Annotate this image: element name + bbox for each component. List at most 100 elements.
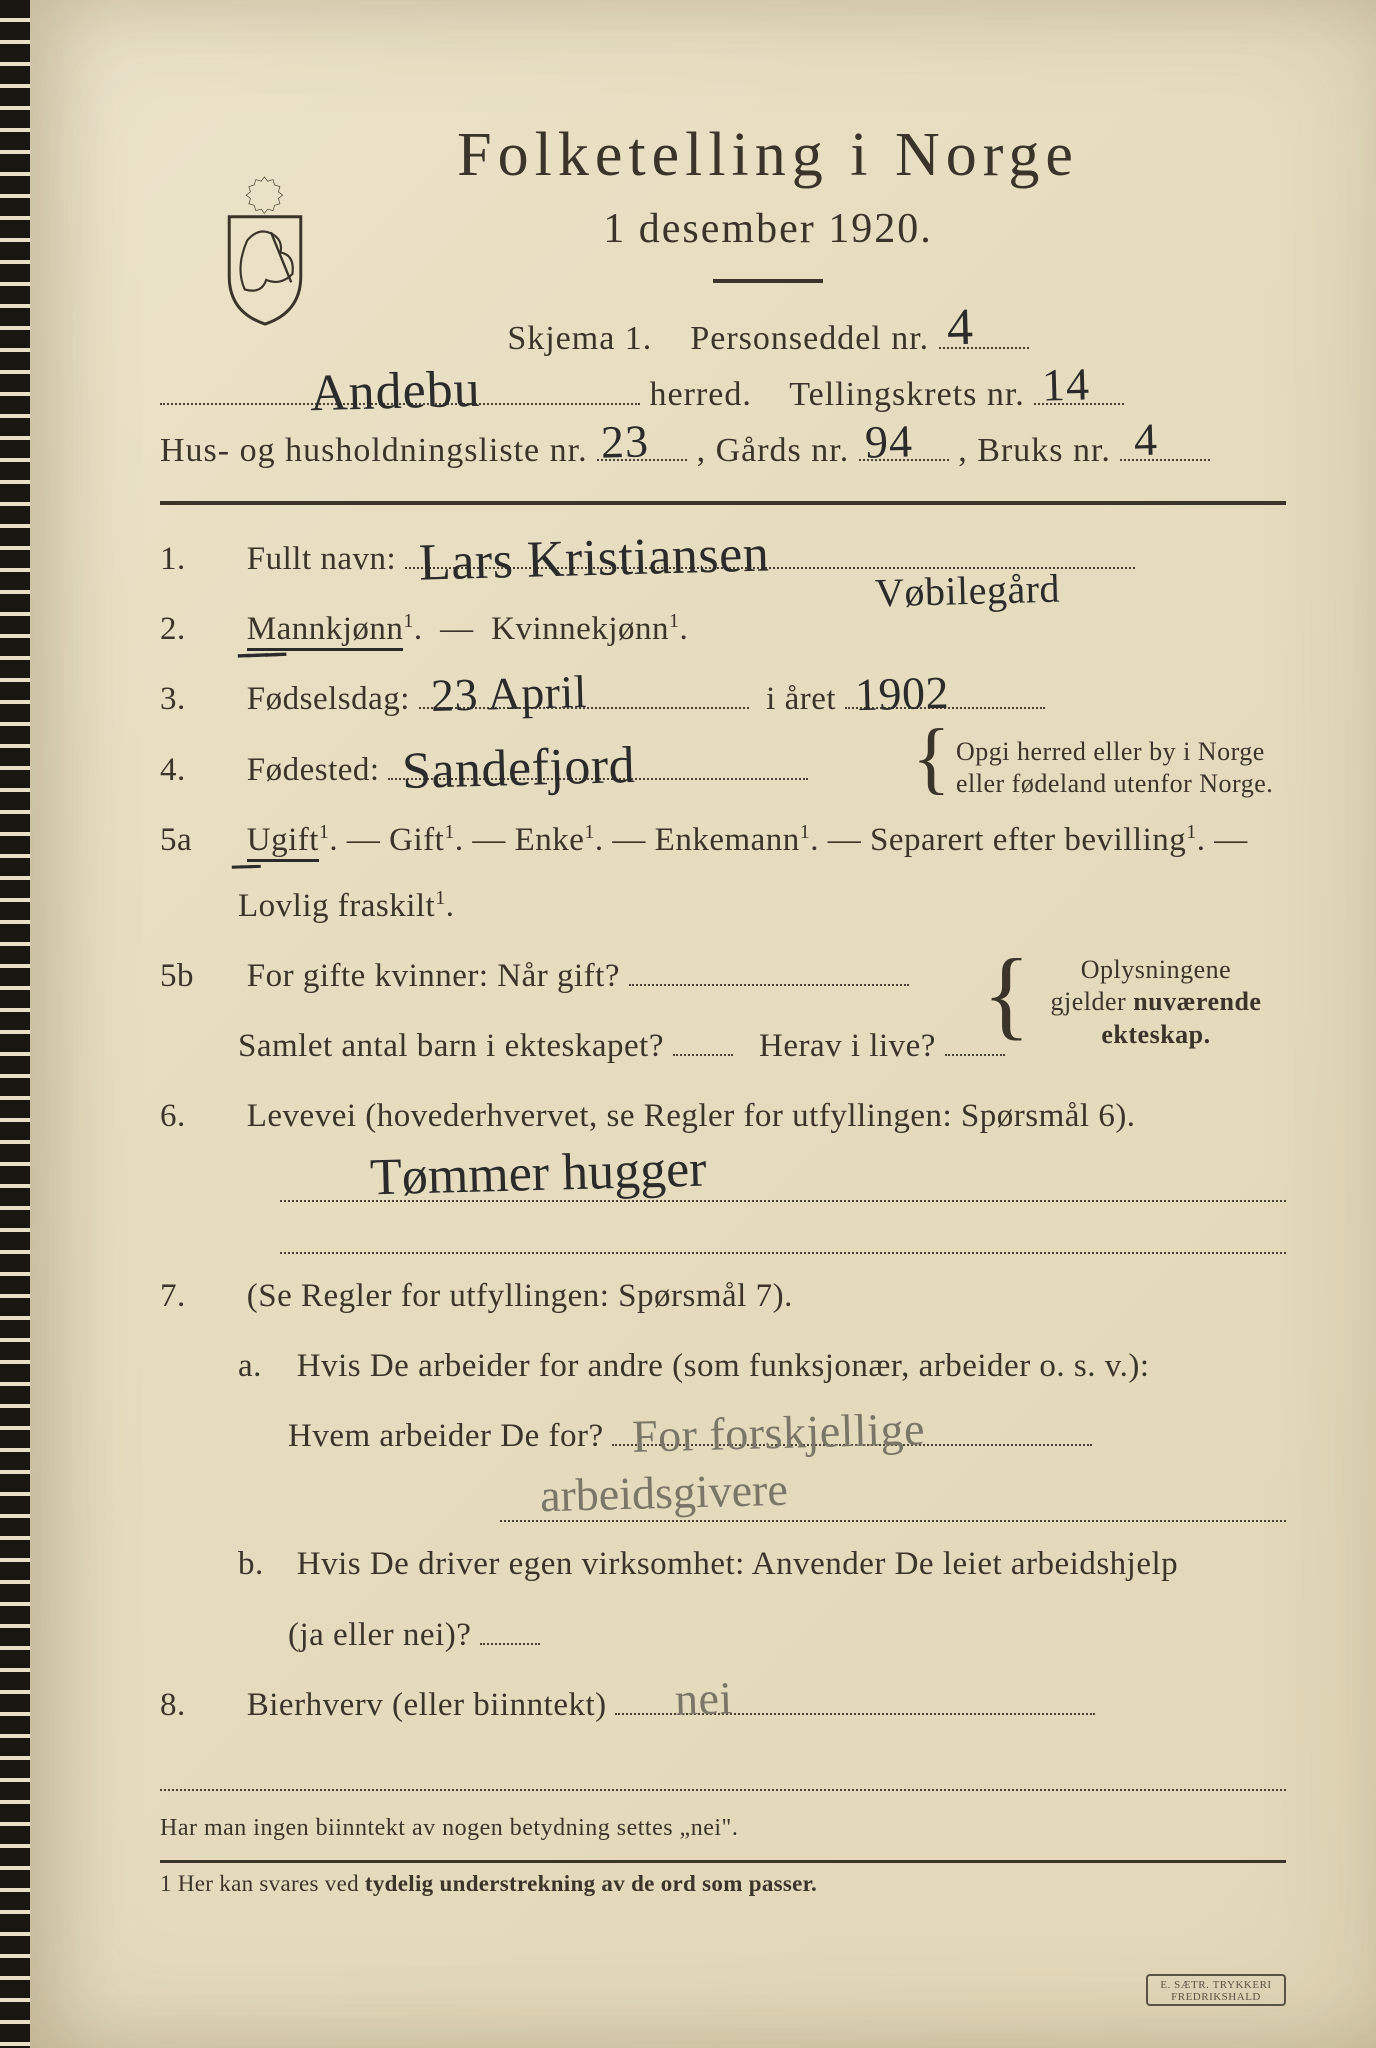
q3-line: 3. Fødselsdag: 23 April i året 1902	[160, 671, 1286, 727]
q2-line: 2. Mannkjønn1. — Kvinnekjønn1. ━━━━━	[160, 601, 1286, 657]
gaards-nr: 94	[864, 403, 914, 480]
foot-rule	[160, 1860, 1286, 1863]
q3-year-label: i året	[766, 681, 836, 717]
q6-label: Levevei (hovederhvervet, se Regler for u…	[247, 1098, 1136, 1134]
q5b-line2: Samlet antal barn i ekteskapet? Herav i …	[238, 1018, 1286, 1074]
bruks-nr: 4	[1133, 401, 1159, 477]
q4-note: Opgi herred eller by i Norge eller fødel…	[956, 736, 1276, 801]
q2-num: 2.	[160, 601, 238, 657]
form-header: Folketelling i Norge 1 desember 1920.	[250, 120, 1286, 283]
printer-stamp: E. SÆTR. TRYKKERIFREDRIKSHALD	[1146, 1974, 1286, 2006]
q5b-note1: Oplysningene	[1081, 955, 1231, 984]
tellingskrets-field: 14	[1034, 369, 1124, 405]
bruks-label: , Bruks nr.	[958, 432, 1111, 469]
title-subtitle: 1 desember 1920.	[250, 205, 1286, 253]
q5b-brace-icon: {	[983, 964, 1032, 1024]
hus-nr-field: 23	[597, 426, 687, 462]
q6-num: 6.	[160, 1088, 238, 1144]
q7b-l2: (ja eller nei)?	[288, 1617, 471, 1653]
census-form-page: Folketelling i Norge 1 desember 1920. Sk…	[30, 0, 1376, 2048]
divider-1	[160, 501, 1286, 505]
herred-label: herred.	[650, 376, 752, 413]
q1-num: 1.	[160, 531, 238, 587]
skjema-label: Skjema 1.	[507, 320, 652, 357]
q5b-note2: gjelder nuværende	[1051, 987, 1262, 1016]
q5b-l2b: Herav i live?	[759, 1028, 936, 1064]
q7a-letter: a.	[238, 1338, 288, 1394]
q1-value: Lars Kristiansen	[418, 510, 770, 608]
q5b-l1: For gifte kvinner: Når gift?	[247, 958, 620, 994]
foot2-bold: tydelig understrekning av de ord som pas…	[365, 1871, 817, 1896]
hus-nr: 23	[600, 403, 650, 480]
q3-day: 23 April	[430, 653, 588, 735]
q8-label: Bierhverv (eller biinntekt)	[247, 1687, 607, 1723]
q4-brace-icon: {	[912, 734, 951, 782]
gaards-nr-field: 94	[859, 426, 949, 462]
q5a-line2: Lovlig fraskilt1.	[238, 878, 1286, 934]
q8-num: 8.	[160, 1677, 238, 1733]
gaards-label: , Gårds nr.	[697, 432, 850, 469]
personseddel-nr: 4	[946, 285, 975, 371]
q5b-live-field	[945, 1021, 1005, 1056]
q7a-line1: a. Hvis De arbeider for andre (som funks…	[160, 1338, 1286, 1394]
q7b-letter: b.	[238, 1536, 288, 1592]
q7a-l2: Hvem arbeider De for?	[288, 1418, 604, 1454]
q7a-value2: arbeidsgivere	[539, 1463, 788, 1522]
title-rule	[713, 279, 823, 283]
q4-note1: Opgi herred eller by i Norge	[956, 737, 1265, 766]
q1-field: Lars Kristiansen Vøbilegård	[405, 535, 1135, 570]
q4-note2: eller fødeland utenfor Norge.	[956, 769, 1273, 798]
q7b-l1: Hvis De driver egen virksomhet: Anvender…	[297, 1546, 1178, 1582]
herred-field: Andebu	[160, 369, 640, 405]
q7a-fill2: arbeidsgivere	[500, 1478, 1286, 1522]
meta-hus-line: Hus- og husholdningsliste nr. 23 , Gårds…	[160, 423, 1286, 479]
norway-coat-of-arms	[205, 175, 325, 330]
q6-fill2	[280, 1210, 1286, 1254]
q3-year-field: 1902	[845, 675, 1045, 710]
q4-line: 4. Fødested: Sandefjord { Opgi herred el…	[160, 742, 1286, 798]
q8-fill2	[160, 1747, 1286, 1791]
personseddel-label: Personseddel nr.	[690, 320, 929, 357]
q4-label: Fødested:	[247, 752, 380, 788]
q7b-line1: b. Hvis De driver egen virksomhet: Anven…	[160, 1536, 1286, 1592]
q2-kvinnekjonn: Kvinnekjønn	[491, 611, 669, 647]
q4-value: Sandefjord	[401, 722, 636, 816]
q7a-line2: Hvem arbeider De for? For forskjellige	[288, 1408, 1286, 1464]
q7b-line2: (ja eller nei)?	[288, 1607, 1286, 1663]
q7-label: (Se Regler for utfyllingen: Spørsmål 7).	[247, 1278, 793, 1314]
q6-line: 6. Levevei (hovederhvervet, se Regler fo…	[160, 1088, 1286, 1144]
tellingskrets-nr: 14	[1041, 347, 1091, 424]
q2-underline-mark: ━━━━━	[237, 639, 283, 675]
q5b-barn-field	[673, 1021, 733, 1056]
q3-num: 3.	[160, 671, 238, 727]
q8-field: nei	[615, 1680, 1095, 1715]
footnote-nei: Har man ingen biinntekt av nogen betydni…	[160, 1815, 1286, 1842]
q5b-line1: 5b For gifte kvinner: Når gift? { Oplysn…	[160, 948, 1286, 1004]
q8-line: 8. Bierhverv (eller biinntekt) nei	[160, 1677, 1286, 1733]
q7-num: 7.	[160, 1268, 238, 1324]
q3-label: Fødselsdag:	[247, 681, 410, 717]
q6-value: Tømmer hugger	[369, 1140, 707, 1208]
q5a-line1: 5a Ugift1. — Gift1. — Enke1. — Enkemann1…	[160, 812, 1286, 868]
q5b-gift-field	[629, 951, 909, 986]
foot2-pre: 1 Her kan svares ved	[160, 1871, 365, 1896]
perforated-edge	[0, 0, 30, 2048]
q3-day-field: 23 April	[419, 675, 749, 710]
q8-value: nei	[674, 1659, 734, 1739]
meta-herred-line: Andebu herred. Tellingskrets nr. 14	[160, 367, 1286, 423]
hus-label: Hus- og husholdningsliste nr.	[160, 432, 588, 469]
q5a-num: 5a	[160, 812, 238, 868]
q7a-field: For forskjellige	[612, 1412, 1092, 1447]
q1-label: Fullt navn:	[247, 541, 396, 577]
meta-block: Skjema 1. Personseddel nr. 4 Andebu herr…	[160, 311, 1286, 479]
footnote-bottom: 1 Her kan svares ved tydelig understrekn…	[160, 1871, 1286, 1897]
q7b-field	[480, 1610, 540, 1645]
q5b-num: 5b	[160, 948, 238, 1004]
q4-field: Sandefjord	[388, 745, 808, 780]
q1-line: 1. Fullt navn: Lars Kristiansen Vøbilegå…	[160, 531, 1286, 587]
q7a-l1: Hvis De arbeider for andre (som funksjon…	[297, 1348, 1150, 1384]
bruks-nr-field: 4	[1120, 426, 1210, 462]
q4-num: 4.	[160, 742, 238, 798]
q6-fill1: Tømmer hugger	[280, 1158, 1286, 1202]
q7-header: 7. (Se Regler for utfyllingen: Spørsmål …	[160, 1268, 1286, 1324]
